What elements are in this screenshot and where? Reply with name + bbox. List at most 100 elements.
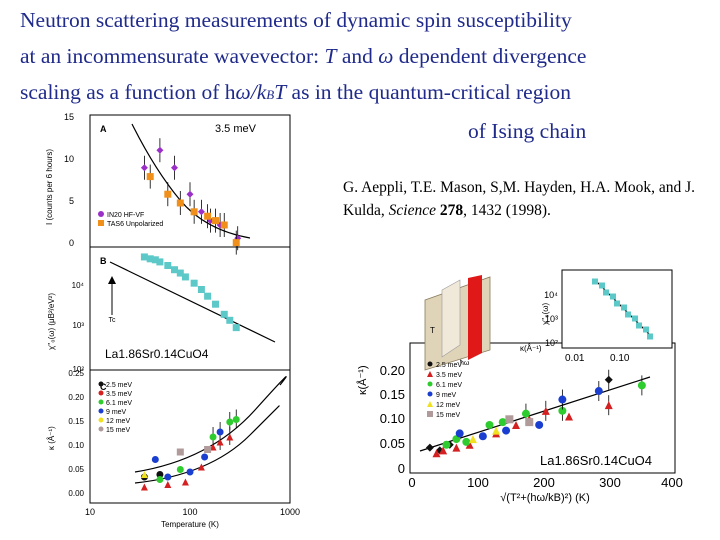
ytick: 10⁴ [544,290,558,300]
data-point [512,420,520,429]
ytick: 5 [69,196,74,206]
data-point [164,261,172,269]
legend-entry: 9 meV [106,409,127,416]
data-point [156,471,164,478]
right-xlabel: √(T²+(hω/kB)²) (K) [500,492,589,504]
phase-diagram: T ħω [424,275,491,371]
citation-volume: 278 [439,202,464,219]
ytick: 0 [398,461,405,476]
panel-c-legend: 2.5 meV 3.5 meV 6.1 meV 9 meV 12 meV 15 … [98,381,132,434]
right-compound: La1.86Sr0.14CuO4 [540,453,652,468]
data-point [535,420,544,429]
citation-pages: , 1432 (1998). [463,202,551,219]
xtick: 0 [408,475,415,490]
data-point [432,449,441,458]
right-main-frame [409,342,676,474]
inset-ylabel: χ''₀(ω) [541,303,550,325]
data-point [181,273,189,281]
xtick: 200 [533,475,555,490]
xtick: 400 [661,475,683,490]
data-point [212,217,220,225]
data-point [146,173,154,181]
data-point [164,190,172,198]
ytick: 10 [64,154,74,164]
data-point [164,481,172,488]
ytick: 0.25 [68,369,84,378]
data-point [442,440,451,449]
xtick: 100 [467,475,489,490]
data-point [232,239,240,247]
ytick: 10² [545,338,558,348]
title-line-2: at an incommensurate wavevector: T and ω… [20,44,587,68]
ytick: 10⁴ [72,281,85,290]
data-point [204,212,212,220]
data-point [647,333,653,340]
ytick: 0.10 [380,411,405,426]
data-point [176,466,184,473]
data-point [604,401,613,410]
data-point [140,471,148,478]
legend-entry: 2.5 meV [436,362,462,369]
data-point [632,315,638,322]
data-point [636,322,642,329]
data-point [603,289,609,296]
data-point [439,446,448,455]
data-point [625,311,631,318]
tc-arrow-head [108,276,116,284]
panel-a-energy: 3.5 meV [215,123,257,135]
inset-frame [561,269,673,349]
tc-label: Tc [109,317,117,324]
legend-marker [98,408,104,414]
panel-b-ylabel: χ''₀(ω) (μB²/eV²) [47,293,56,350]
right-legend: 2.5 meV 3.5 meV 6.1 meV 9 meV 12 meV 15 … [427,361,462,419]
data-point [614,300,620,307]
legend-entry: 15 meV [436,412,460,419]
data-point [140,483,148,491]
data-point [190,279,198,287]
ytick: 0.05 [380,436,405,451]
ytick: 10³ [545,314,558,324]
inset-xticks: 0.01 0.10 [565,353,630,364]
xtick: 300 [599,475,621,490]
legend-entry: 12 meV [106,418,130,425]
data-point [171,266,179,274]
xtick: 10 [85,507,95,517]
data-point [140,253,148,261]
right-xticks: 0 100 200 300 400 [408,475,682,490]
panel-c-label: C [100,382,107,392]
data-point [502,426,511,435]
data-point [525,418,534,427]
legend-marker [98,211,104,217]
data-point [455,429,464,438]
data-point [232,416,240,423]
panel-a-points [140,138,242,255]
phase-sheet [441,279,461,358]
ytick: 0.20 [68,393,84,402]
inset-yticks: 10⁴ 10³ 10² [544,290,558,348]
data-point [452,443,461,452]
legend-entry: 2.5 meV [106,382,132,389]
legend-marker [427,381,433,387]
panel-c-yticks: 0.25 0.20 0.15 0.10 0.05 0.00 [68,369,84,498]
legend-marker [98,399,104,405]
panel-b-yticks: 10⁴ 10³ 10² [72,281,85,374]
data-point [558,395,567,404]
panel-b-label: B [100,256,107,266]
data-point [565,412,573,421]
right-figure: T ħω 10⁴ 10³ 10² χ''₀(ω) 0.01 0.10 κ(Å⁻¹… [356,269,683,504]
panel-b-fit-line [109,261,276,343]
ytick: 0.15 [68,417,84,426]
data-point [186,190,194,198]
legend-marker [98,390,104,396]
right-ylabel: κ(Å⁻¹) [356,365,369,395]
inset-points [592,278,653,340]
data-point [181,478,189,486]
ytick: 0 [69,238,74,248]
data-point [146,255,154,263]
legend-marker [98,381,104,387]
data-point [637,381,646,390]
data-point [505,415,514,424]
slide-title: Neutron scattering measurements of dynam… [20,2,710,149]
data-point [171,164,179,172]
data-point [164,473,172,481]
